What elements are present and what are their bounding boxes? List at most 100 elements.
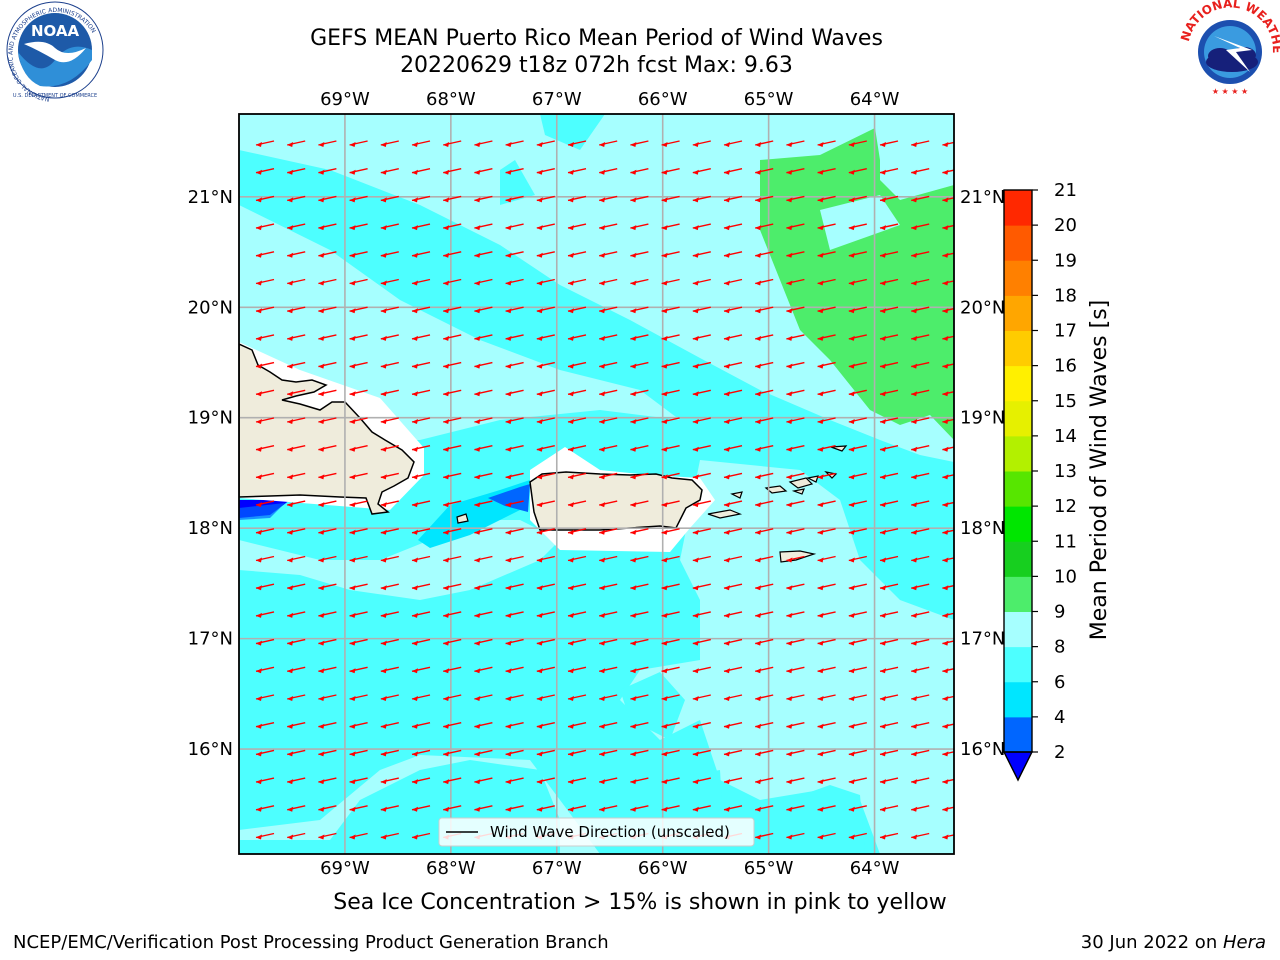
- direction-arrow: [755, 666, 774, 674]
- direction-arrow: [723, 223, 743, 231]
- direction-arrow: [911, 555, 930, 563]
- direction-arrow: [817, 334, 836, 341]
- direction-arrow: [817, 389, 836, 397]
- direction-arrow: [380, 140, 399, 147]
- direction-arrow: [911, 583, 930, 591]
- direction-arrow: [255, 611, 275, 618]
- direction-arrow: [318, 445, 337, 452]
- direction-arrow: [287, 223, 306, 231]
- direction-arrow: [536, 140, 555, 147]
- direction-arrow: [536, 278, 555, 286]
- land-virgin-islands: [764, 471, 838, 495]
- direction-arrow: [255, 195, 275, 203]
- direction-arrow: [879, 140, 899, 147]
- direction-arrow: [911, 195, 930, 203]
- direction-arrow: [661, 749, 680, 757]
- lat-label-left: 21°N: [188, 187, 233, 208]
- direction-arrow: [630, 251, 649, 258]
- colorbar-segment: [1004, 225, 1032, 261]
- direction-arrow: [755, 694, 774, 701]
- direction-arrow: [661, 389, 680, 397]
- colorbar-tick-label: 13: [1054, 461, 1077, 482]
- direction-arrow: [380, 251, 399, 258]
- direction-arrow: [599, 334, 618, 341]
- direction-arrow: [505, 722, 524, 729]
- direction-arrow: [567, 334, 587, 341]
- direction-arrow: [911, 223, 930, 231]
- colorbar-tick-label: 8: [1054, 637, 1065, 658]
- direction-arrow: [599, 694, 618, 701]
- direction-arrow: [630, 694, 649, 701]
- direction-arrow: [567, 223, 587, 231]
- direction-arrow: [599, 500, 618, 508]
- direction-arrow: [380, 555, 399, 563]
- direction-arrow: [723, 195, 743, 203]
- direction-arrow: [942, 335, 954, 341]
- direction-arrow: [567, 389, 587, 397]
- chart-title: GEFS MEAN Puerto Rico Mean Period of Win…: [310, 26, 883, 51]
- direction-arrow: [255, 140, 275, 147]
- direction-arrow: [287, 805, 306, 812]
- lat-label-right: 17°N: [960, 629, 1005, 650]
- direction-arrow: [536, 583, 555, 591]
- direction-arrow: [443, 334, 462, 341]
- direction-arrow: [474, 472, 493, 480]
- direction-arrow: [723, 555, 743, 563]
- direction-arrow: [661, 361, 680, 369]
- direction-arrow: [349, 195, 368, 203]
- direction-arrow: [567, 805, 587, 812]
- direction-arrow: [942, 391, 954, 397]
- direction-arrow: [567, 749, 587, 757]
- direction-arrow: [474, 805, 493, 812]
- direction-arrow: [599, 140, 618, 147]
- direction-arrow: [411, 805, 431, 812]
- direction-arrow: [879, 805, 899, 812]
- direction-arrow: [474, 583, 493, 591]
- direction-arrow: [692, 638, 711, 646]
- direction-arrow: [661, 611, 680, 618]
- direction-arrow: [411, 361, 431, 369]
- direction-arrow: [817, 611, 836, 618]
- direction-arrow: [942, 280, 954, 286]
- direction-arrow: [692, 472, 711, 480]
- colorbar-segment: [1004, 471, 1032, 507]
- direction-arrow: [411, 417, 431, 424]
- colorbar-tick-label: 14: [1054, 426, 1077, 447]
- colorbar-segment: [1004, 506, 1032, 542]
- direction-arrow: [692, 777, 711, 785]
- direction-arrow: [755, 749, 774, 757]
- direction-arrow: [630, 583, 649, 591]
- colorbar-segment: [1004, 576, 1032, 612]
- period-2-4-area: [488, 484, 530, 512]
- colorbar-segment: [1004, 681, 1032, 718]
- direction-arrow: [380, 278, 399, 286]
- direction-arrow: [287, 361, 306, 369]
- colorbar-title: Mean Period of Wind Waves [s]: [1087, 300, 1112, 640]
- direction-arrow: [692, 500, 711, 508]
- direction-arrow: [942, 557, 954, 563]
- direction-arrow: [536, 749, 555, 757]
- colorbar-tick-label: 18: [1054, 285, 1077, 306]
- lon-label-top: 69°W: [320, 89, 370, 110]
- direction-arrow: [380, 472, 399, 480]
- direction-arrow: [505, 472, 524, 480]
- direction-arrow: [661, 306, 680, 314]
- direction-arrow: [848, 389, 867, 397]
- colorbar-segment: [1004, 295, 1032, 331]
- direction-arrow: [380, 528, 399, 535]
- direction-arrow: [599, 445, 618, 452]
- direction-arrow: [755, 555, 774, 563]
- direction-arrow: [692, 805, 711, 812]
- direction-arrow: [755, 278, 774, 286]
- direction-arrow: [848, 251, 867, 258]
- direction-arrow: [879, 500, 899, 508]
- direction-arrow: [567, 306, 587, 314]
- direction-arrow: [661, 555, 680, 563]
- direction-arrow: [599, 195, 618, 203]
- colorbar-segment: [1004, 330, 1032, 367]
- direction-arrow: [505, 694, 524, 701]
- direction-arrow: [318, 611, 337, 618]
- direction-arrow: [443, 389, 462, 397]
- direction-arrow: [443, 638, 462, 646]
- noaa-logo: NOAA NATIONAL OCEANIC AND ATMOSPHERIC AD…: [6, 1, 104, 103]
